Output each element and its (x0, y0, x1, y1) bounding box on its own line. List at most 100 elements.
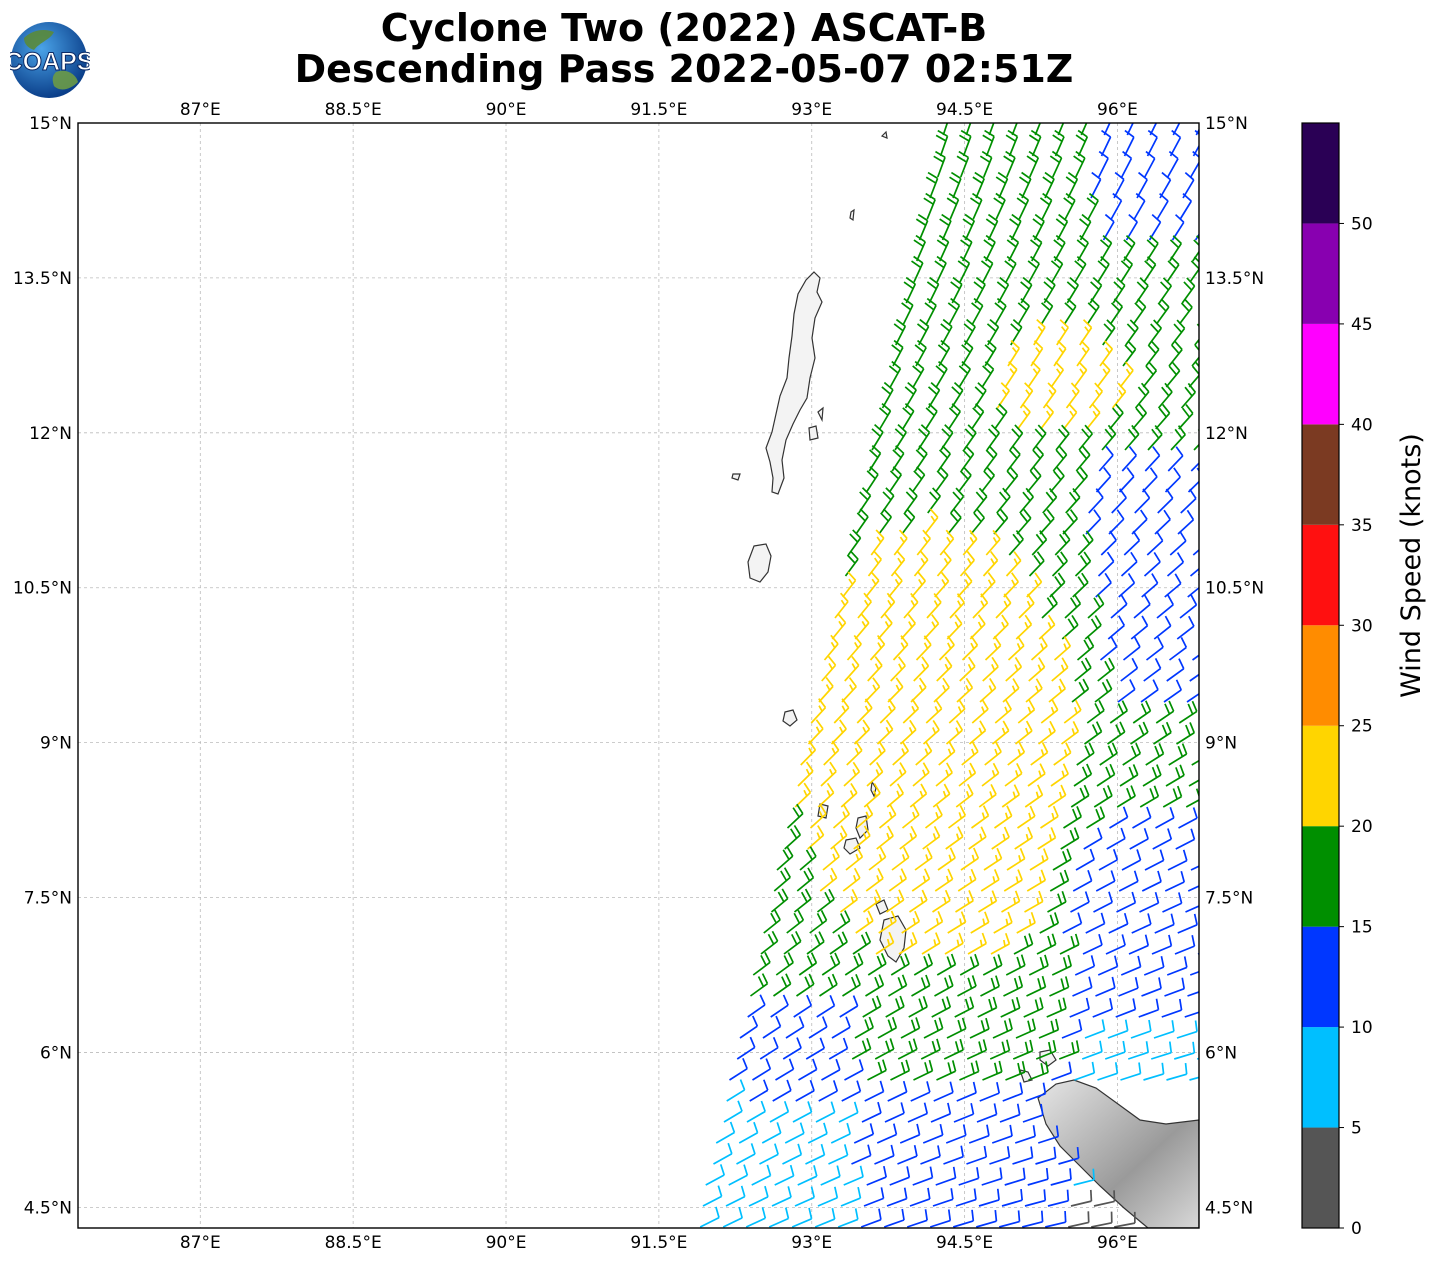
barb-shaft (918, 220, 929, 241)
barb-flag (992, 537, 998, 544)
barb-flag (1209, 1063, 1210, 1074)
barb-flag (920, 557, 926, 565)
wind-barb (1143, 1062, 1165, 1081)
wind-barb (1143, 256, 1157, 283)
barb-shaft (1033, 220, 1045, 241)
barb-shaft (1184, 1011, 1199, 1018)
barb-flag (853, 867, 861, 879)
barb-flag (910, 600, 916, 607)
barb-flag (849, 684, 854, 691)
barb-flag (1017, 635, 1025, 647)
barb-flag (1104, 428, 1113, 439)
barb-flag (1173, 467, 1181, 478)
wind-barb (1017, 403, 1031, 430)
barb-flag (1098, 933, 1103, 946)
barb-flag (1151, 110, 1160, 117)
wind-barb (1059, 933, 1080, 955)
wind-barb (1005, 551, 1022, 577)
wind-barb (991, 720, 1010, 745)
wind-barb (1189, 256, 1199, 283)
wind-barb (815, 1101, 836, 1123)
wind-barb (796, 973, 815, 997)
barb-flag (912, 365, 922, 374)
barb-flag (904, 386, 915, 395)
barb-shaft (1003, 985, 1023, 997)
barb-flag (867, 1144, 872, 1156)
wind-barb (1030, 635, 1048, 661)
barb-shaft (1054, 539, 1071, 556)
barb-flag (1151, 428, 1160, 439)
barb-shaft (991, 1135, 1013, 1144)
barb-flag (1104, 572, 1112, 584)
barb-flag (929, 1166, 934, 1178)
wind-barb (821, 952, 841, 976)
barb-flag (1040, 1103, 1044, 1116)
barb-shaft (969, 1028, 990, 1039)
barb-flag (1049, 155, 1060, 164)
barb-shaft (1135, 285, 1149, 304)
barb-flag (1099, 806, 1106, 818)
barb-shaft (1074, 263, 1087, 283)
barb-flag (961, 361, 971, 370)
barb-flag (1142, 721, 1149, 733)
wind-barb (1051, 1061, 1073, 1081)
wind-barb (821, 1058, 841, 1081)
barb-flag (996, 1188, 1000, 1200)
barb-flag (1213, 723, 1217, 733)
barb-flag (1154, 745, 1161, 757)
barb-flag (1176, 552, 1185, 563)
barb-shaft (876, 835, 894, 850)
barb-flag (903, 281, 914, 290)
lat-tick-label-left: 7.5°N (24, 889, 72, 909)
barb-flag (1186, 509, 1195, 521)
barb-flag (832, 1080, 839, 1092)
barb-flag (928, 1059, 934, 1072)
wind-barb (959, 550, 975, 577)
barb-flag (1143, 827, 1149, 840)
barb-flag (808, 747, 813, 754)
barb-flag (1105, 766, 1112, 778)
barb-shaft (839, 1005, 859, 1018)
barb-flag (1045, 491, 1054, 502)
barb-shaft (830, 834, 848, 850)
barb-flag (1177, 425, 1186, 436)
barb-flag (1007, 129, 1018, 138)
barb-flag (1194, 129, 1199, 135)
barb-flag (842, 811, 847, 818)
barb-shaft (1028, 964, 1049, 976)
wind-barb (855, 910, 874, 934)
barb-flag (987, 340, 997, 349)
barb-shaft (1031, 538, 1048, 556)
wind-barb (774, 1164, 795, 1186)
barb-flag (992, 762, 1000, 774)
wind-barb (906, 1209, 928, 1228)
barb-flag (846, 1122, 851, 1135)
wind-barb (935, 360, 948, 388)
wind-barb (900, 1017, 921, 1039)
barb-shaft (1110, 603, 1128, 619)
barb-shaft (1083, 837, 1103, 850)
wind-barb (1049, 150, 1063, 178)
barb-flag (946, 996, 952, 1008)
wind-barb (1145, 636, 1164, 661)
barb-shaft (725, 1195, 746, 1207)
wind-barb (885, 995, 905, 1018)
wind-barb (888, 868, 907, 892)
barb-flag (806, 955, 814, 967)
barb-shaft (1144, 859, 1165, 871)
barb-shaft (925, 304, 937, 325)
barb-flag (1146, 806, 1152, 818)
wind-barb (713, 1142, 733, 1165)
barb-flag (1110, 870, 1116, 882)
barb-shaft (1099, 752, 1118, 766)
barb-flag (1068, 491, 1078, 502)
wind-barb (923, 1017, 944, 1039)
barb-flag (917, 213, 929, 222)
wind-barb (915, 213, 929, 241)
small-islets (731, 130, 888, 481)
barb-flag (983, 255, 994, 265)
barb-shaft (1051, 965, 1072, 976)
barb-flag (923, 868, 931, 880)
barb-flag (999, 491, 1008, 502)
wind-barb (923, 614, 940, 640)
